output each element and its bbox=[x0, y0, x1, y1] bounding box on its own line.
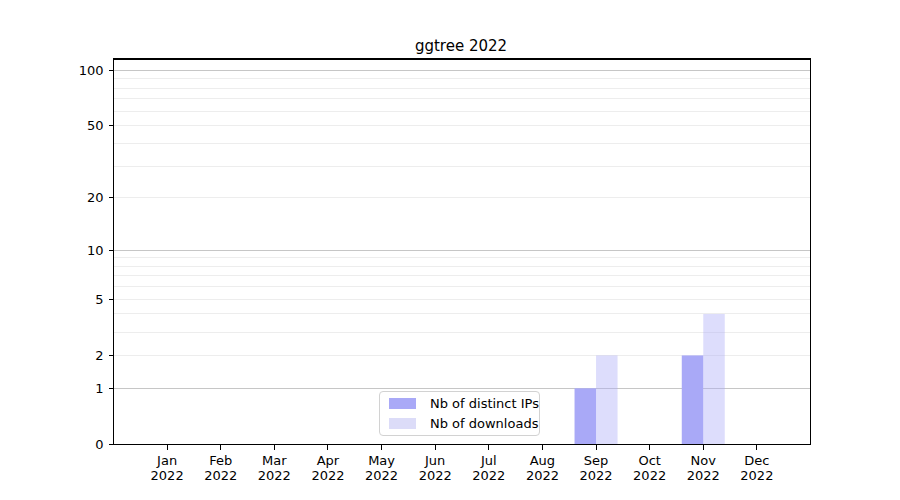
legend: Nb of distinct IPs Nb of downloads bbox=[379, 391, 540, 436]
x-tick-label-month: Oct bbox=[638, 453, 660, 468]
x-tick-label-year: 2022 bbox=[258, 468, 291, 483]
bar-nov-nb-of-downloads bbox=[703, 314, 725, 445]
x-tick-label-month: Jun bbox=[424, 453, 445, 468]
x-tick-label-month: Nov bbox=[691, 453, 717, 468]
legend-swatch-distinct-ips bbox=[389, 398, 416, 409]
bar-sep-nb-of-distinct-ips bbox=[575, 388, 597, 444]
legend-item-distinct-ips: Nb of distinct IPs bbox=[389, 394, 530, 414]
x-tick-label-year: 2022 bbox=[687, 468, 720, 483]
legend-swatch-downloads bbox=[389, 418, 416, 429]
x-tick-label-year: 2022 bbox=[204, 468, 237, 483]
y-tick-label: 100 bbox=[79, 63, 104, 78]
x-tick-label-month: Dec bbox=[744, 453, 769, 468]
x-tick-label-year: 2022 bbox=[633, 468, 666, 483]
legend-item-downloads: Nb of downloads bbox=[389, 414, 530, 434]
x-tick-label-month: Aug bbox=[530, 453, 555, 468]
chart-figure: ggtree 2022 0125102050100Jan2022Feb2022M… bbox=[0, 0, 900, 500]
x-tick-label-month: May bbox=[368, 453, 395, 468]
x-tick-label-year: 2022 bbox=[151, 468, 184, 483]
legend-label-distinct-ips: Nb of distinct IPs bbox=[430, 396, 539, 411]
bar-sep-nb-of-downloads bbox=[596, 355, 618, 444]
x-tick-label-month: Jan bbox=[156, 453, 177, 468]
x-tick-label-year: 2022 bbox=[472, 468, 505, 483]
legend-label-downloads: Nb of downloads bbox=[430, 416, 538, 431]
x-tick-label-month: Feb bbox=[209, 453, 232, 468]
x-tick-label-year: 2022 bbox=[365, 468, 398, 483]
x-tick-label-month: Mar bbox=[262, 453, 287, 468]
x-tick-label-year: 2022 bbox=[526, 468, 559, 483]
y-tick-label: 5 bbox=[95, 292, 103, 307]
y-tick-label: 0 bbox=[95, 437, 103, 452]
y-tick-label: 2 bbox=[95, 348, 103, 363]
x-tick-label-year: 2022 bbox=[579, 468, 612, 483]
bar-nov-nb-of-distinct-ips bbox=[682, 355, 704, 444]
x-tick-label-month: Sep bbox=[584, 453, 609, 468]
y-tick-label: 10 bbox=[87, 243, 104, 258]
x-tick-label-year: 2022 bbox=[740, 468, 773, 483]
x-tick-label-year: 2022 bbox=[419, 468, 452, 483]
y-tick-label: 50 bbox=[87, 118, 104, 133]
x-tick-label-month: Apr bbox=[317, 453, 340, 468]
y-tick-label: 1 bbox=[95, 381, 103, 396]
x-tick-label-year: 2022 bbox=[311, 468, 344, 483]
y-tick-label: 20 bbox=[87, 190, 104, 205]
x-tick-label-month: Jul bbox=[480, 453, 497, 468]
